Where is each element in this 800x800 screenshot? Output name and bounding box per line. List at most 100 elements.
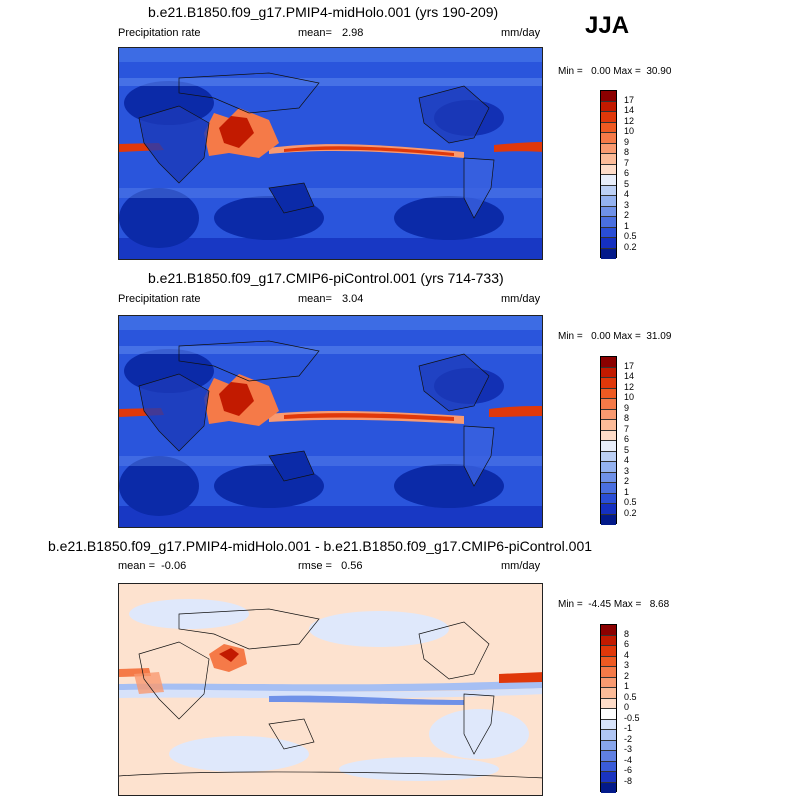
panel-1-min-max: Min = 0.00 Max = 30.90 — [558, 66, 672, 77]
panel-3-colorbar — [600, 624, 617, 793]
colorbar-swatch — [601, 625, 616, 636]
panel-1-map — [118, 47, 543, 260]
colorbar-label: 3 — [624, 660, 630, 670]
colorbar-swatch — [601, 698, 616, 709]
colorbar-label: 4 — [624, 455, 630, 465]
colorbar-swatch — [601, 677, 616, 688]
colorbar-label: 7 — [624, 157, 630, 168]
colorbar-swatch — [601, 164, 616, 175]
colorbar-label: 12 — [624, 115, 635, 126]
colorbar-label: -6 — [624, 765, 633, 775]
panel-2-min-max: Min = 0.00 Max = 31.09 — [558, 331, 672, 342]
colorbar-swatch — [601, 154, 616, 165]
colorbar-swatch — [601, 420, 616, 431]
colorbar-label: 1 — [624, 486, 630, 497]
panel-2-map — [118, 315, 543, 528]
panel-3-map — [118, 583, 543, 796]
colorbar-swatch — [601, 91, 616, 102]
colorbar-swatch — [601, 143, 616, 154]
colorbar-label: 14 — [624, 371, 635, 381]
colorbar-swatch — [601, 378, 616, 389]
colorbar-label: 6 — [624, 168, 630, 178]
colorbar-label: -2 — [624, 733, 633, 744]
colorbar-swatch — [601, 399, 616, 410]
colorbar-label: 6 — [624, 434, 630, 444]
colorbar-label: 4 — [624, 189, 630, 199]
colorbar-swatch — [601, 719, 616, 730]
panel-2-colorbar — [600, 356, 617, 525]
colorbar-swatch — [601, 441, 616, 452]
colorbar-label: 8 — [624, 628, 630, 639]
colorbar-swatch — [601, 122, 616, 133]
colorbar-label: -0.5 — [624, 712, 640, 723]
colorbar-label: 12 — [624, 381, 635, 392]
colorbar-label: 10 — [624, 392, 635, 402]
panel-1-variable-label: Precipitation rate — [118, 27, 201, 39]
colorbar-swatch — [601, 248, 616, 259]
colorbar-swatch — [601, 217, 616, 228]
colorbar-swatch — [601, 751, 616, 762]
colorbar-label: 0.2 — [624, 507, 637, 518]
colorbar-label: 2 — [624, 210, 630, 220]
colorbar-label: 2 — [624, 476, 630, 486]
colorbar-swatch — [601, 730, 616, 741]
colorbar-label: 10 — [624, 126, 635, 136]
colorbar-swatch — [601, 667, 616, 678]
colorbar-label: 5 — [624, 178, 630, 189]
colorbar-swatch — [601, 357, 616, 368]
colorbar-label: 0.5 — [624, 497, 637, 507]
panel-3-units: mm/day — [501, 560, 541, 572]
colorbar-swatch — [601, 472, 616, 483]
colorbar-label: 17 — [624, 94, 635, 105]
colorbar-label: 0.2 — [624, 241, 637, 252]
colorbar-label: 3 — [624, 465, 630, 476]
colorbar-label: 17 — [624, 360, 635, 371]
colorbar-swatch — [601, 483, 616, 494]
colorbar-swatch — [601, 175, 616, 186]
colorbar-label: 14 — [624, 105, 635, 115]
colorbar-swatch — [601, 740, 616, 751]
colorbar-label: 5 — [624, 444, 630, 455]
panel-1-mean-value: 2.98 — [342, 27, 364, 39]
panel-3-title: b.e21.B1850.f09_g17.PMIP4-midHolo.001 - … — [48, 538, 593, 554]
colorbar-swatch — [601, 646, 616, 657]
season-label: JJA — [585, 12, 630, 39]
colorbar-swatch — [601, 430, 616, 441]
panel-3-rmse-label: rmse = 0.56 — [298, 560, 363, 572]
colorbar-swatch — [601, 409, 616, 420]
colorbar-swatch — [601, 709, 616, 720]
colorbar-swatch — [601, 772, 616, 783]
panel-1-mean-label: mean= — [298, 27, 332, 39]
colorbar-label: -4 — [624, 754, 633, 765]
colorbar-label: 7 — [624, 423, 630, 434]
colorbar-swatch — [601, 238, 616, 249]
colorbar-swatch — [601, 185, 616, 196]
colorbar-swatch — [601, 133, 616, 144]
panel-3-mean-label: mean = -0.06 — [118, 560, 187, 572]
colorbar-swatch — [601, 112, 616, 123]
colorbar-label: 9 — [624, 402, 630, 413]
colorbar-label: 8 — [624, 147, 630, 157]
colorbar-label: 0 — [624, 702, 630, 712]
colorbar-swatch — [601, 451, 616, 462]
colorbar-swatch — [601, 227, 616, 238]
colorbar-swatch — [601, 388, 616, 399]
colorbar-swatch — [601, 206, 616, 217]
colorbar-swatch — [601, 367, 616, 378]
panel-1-title: b.e21.B1850.f09_g17.PMIP4-midHolo.001 (y… — [148, 4, 499, 20]
colorbar-swatch — [601, 761, 616, 772]
colorbar-label: 0.5 — [624, 231, 637, 241]
colorbar-label: 6 — [624, 639, 630, 649]
colorbar-label: 9 — [624, 136, 630, 147]
colorbar-label: 1 — [624, 220, 630, 231]
colorbar-swatch — [601, 101, 616, 112]
colorbar-swatch — [601, 504, 616, 515]
panel-3-min-max: Min = -4.45 Max = 8.68 — [558, 599, 670, 610]
colorbar-swatch — [601, 196, 616, 207]
colorbar-swatch — [601, 782, 616, 793]
colorbar-label: -8 — [624, 775, 633, 786]
panel-2-units: mm/day — [501, 293, 541, 305]
panel-1-colorbar — [600, 90, 617, 259]
panel-2-mean-label: mean= — [298, 293, 332, 305]
panel-2-variable-label: Precipitation rate — [118, 293, 201, 305]
